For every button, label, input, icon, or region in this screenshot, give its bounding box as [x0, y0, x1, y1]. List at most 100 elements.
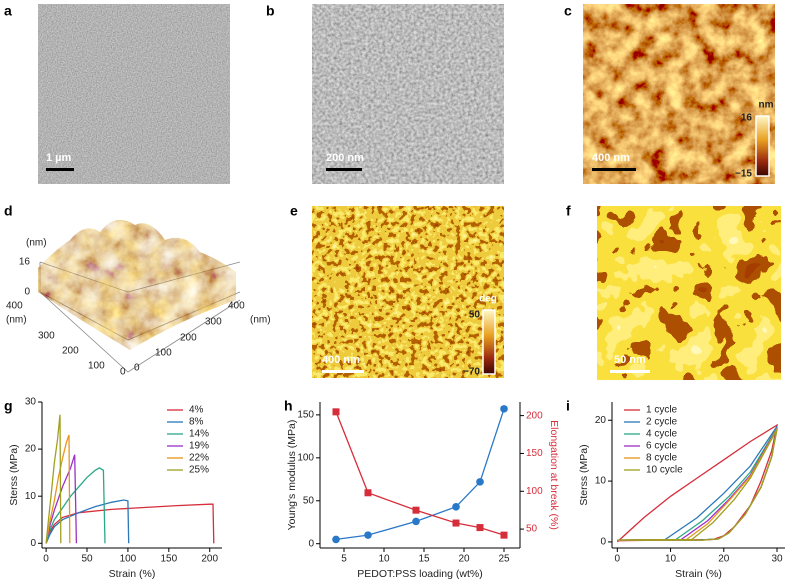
legend-label: 6 cycle: [646, 441, 678, 452]
marker: [452, 502, 460, 511]
y-tick-label: 0: [30, 538, 36, 549]
series-line: [616, 423, 778, 543]
marker: [452, 519, 460, 527]
series-line: [617, 425, 778, 541]
tick-label: 400: [228, 301, 245, 312]
colorbar-unit: deg: [479, 294, 497, 305]
legend-label: 19%: [189, 441, 209, 452]
x-tick-label: 50: [81, 554, 93, 565]
marker: [364, 531, 372, 539]
y-tick-label: 30: [25, 397, 37, 408]
x-tick-label: 25: [498, 554, 510, 565]
y-tick-label: 20: [25, 444, 37, 455]
marker: [332, 408, 340, 416]
scale-bar: [592, 168, 636, 171]
colorbar-unit: nm: [759, 100, 774, 111]
legend-label: 1 cycle: [646, 405, 678, 416]
y2-axis-title: Elongation at break (%): [548, 420, 560, 530]
legend-label: 8%: [189, 417, 204, 428]
scale-label: 50 nm: [614, 354, 646, 366]
axis-unit: (nm): [6, 315, 27, 326]
x-tick-label: 20: [718, 554, 730, 565]
legend-label: 25%: [189, 465, 209, 476]
y2-tick-label: 100: [526, 486, 543, 497]
legend-label: 2 cycle: [646, 417, 678, 428]
scale-bar: [610, 370, 650, 373]
colorbar-max: 50: [469, 310, 481, 321]
x-axis-title: Strain (%): [675, 568, 722, 580]
legend-label: 4%: [189, 405, 204, 416]
x-tick-label: 10: [378, 554, 390, 565]
surface: [38, 219, 236, 350]
scale-label: 400 nm: [322, 354, 360, 366]
scale-bar: [322, 370, 364, 373]
y-tick-label: 0: [308, 538, 314, 549]
series-line: [45, 467, 106, 544]
marker: [476, 478, 484, 486]
y-axis-title: Young's modulus (MPa): [286, 420, 298, 531]
legend-label: 8 cycle: [646, 453, 678, 464]
series-line: [45, 414, 62, 544]
y-tick-label: 20: [595, 415, 607, 426]
marker: [412, 517, 420, 526]
series-line: [617, 428, 778, 541]
colorbar: [482, 309, 496, 375]
y-axis-title: Sterss (MPa): [8, 444, 20, 505]
x-tick-label: 5: [341, 554, 347, 565]
x-tick-label: 0: [43, 554, 49, 565]
tick-label: 16: [19, 257, 31, 268]
tick-label: 300: [205, 317, 222, 328]
series-line: [335, 408, 505, 541]
panel-label: b: [266, 3, 275, 19]
x-tick-label: 200: [201, 554, 218, 565]
tick-label: 100: [155, 348, 172, 359]
tick-label: 0: [120, 367, 126, 378]
panel-labels: a b c d e f g h i: [4, 3, 572, 414]
y-tick-label: 100: [297, 452, 314, 463]
tick-label: 200: [62, 346, 79, 357]
y2-tick-label: 150: [526, 448, 543, 459]
panel-label: f: [566, 203, 571, 219]
y-tick-label: 10: [595, 476, 607, 487]
series-line: [45, 454, 78, 544]
colorbar-min: −70: [463, 367, 480, 378]
sem-image: [312, 4, 504, 184]
y-tick-label: 10: [25, 491, 37, 502]
x-axis-title: PEDOT:PSS loading (wt%): [357, 568, 482, 580]
phase-image: [312, 206, 504, 378]
tick-label: 200: [180, 333, 197, 344]
scale-label: 200 nm: [326, 152, 364, 164]
scale-label: 400 nm: [592, 152, 630, 164]
x-tick-label: 20: [458, 554, 470, 565]
y2-tick-label: 200: [526, 410, 543, 421]
phase-image: [597, 206, 781, 380]
legend-label: 4 cycle: [646, 429, 678, 440]
tick-label: 0: [24, 287, 30, 298]
legend-label: 22%: [189, 453, 209, 464]
tick-label: 300: [38, 331, 55, 342]
marker: [500, 531, 508, 539]
tick-label: 100: [88, 361, 105, 372]
marker: [500, 405, 508, 413]
x-tick-label: 100: [120, 554, 137, 565]
x-tick-label: 30: [771, 554, 783, 565]
series-line: [617, 427, 778, 541]
x-axis-title: Strain (%): [109, 568, 156, 580]
x-tick-label: 0: [615, 554, 621, 565]
y-tick-label: 50: [303, 495, 315, 506]
marker: [364, 489, 372, 497]
y-axis-title: Sterss (MPa): [578, 444, 590, 505]
tick-label: 0: [134, 363, 140, 374]
series-line: [617, 429, 778, 541]
panel-label: g: [4, 398, 13, 414]
colorbar: [755, 115, 770, 177]
marker: [332, 535, 340, 544]
panel-label: h: [284, 398, 293, 414]
series-line: [617, 427, 778, 541]
axis-unit: (nm): [26, 238, 47, 249]
sem-image: [38, 4, 230, 184]
panel-label: i: [566, 398, 570, 414]
panel-label: a: [4, 3, 12, 19]
scale-label: 1 µm: [46, 152, 72, 164]
